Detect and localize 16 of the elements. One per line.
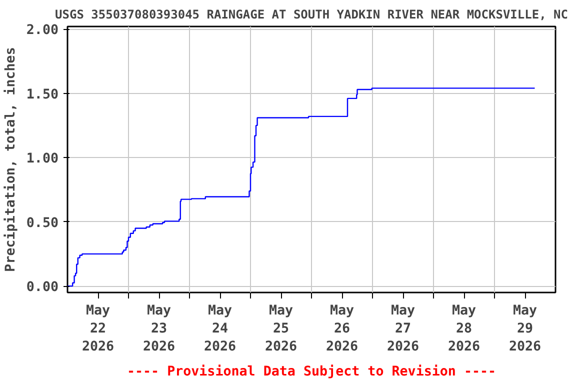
x-tick-label: May 28 2026 <box>448 304 480 354</box>
y-tick-label: 1.00 <box>26 152 59 167</box>
x-tick-label: May 22 2026 <box>82 304 114 354</box>
y-tick-label: 0.00 <box>26 280 59 296</box>
y-tick-label: 0.50 <box>26 216 59 231</box>
y-axis-title: Precipitation, total, inches <box>3 47 18 272</box>
x-tick-label: May 27 2026 <box>386 304 420 354</box>
x-tick-label: May 29 2026 <box>508 304 542 354</box>
y-tick-label: 2.00 <box>26 23 59 38</box>
y-tick-label: 1.50 <box>26 87 59 102</box>
chart-title: USGS 355037080393045 RAINGAGE AT SOUTH YADKIN RIVER NEAR MOCKSVILLE, NC <box>55 8 568 22</box>
x-tick-label: May 25 2026 <box>264 304 298 354</box>
x-tick-label: May 23 2026 <box>142 304 176 354</box>
text: ---- Provisional Data Subject to Revision ---- <box>126 364 496 380</box>
x-tick-label: May 24 2026 <box>204 304 236 354</box>
x-tick-label: May 26 2026 <box>326 304 358 354</box>
